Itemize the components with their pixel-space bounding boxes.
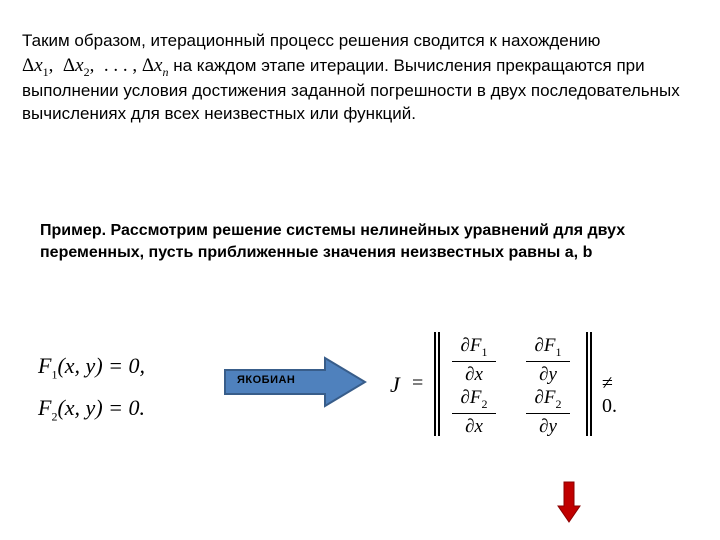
system-equations: F1(x, y) = 0, F2(x, y) = 0.: [38, 345, 145, 429]
jac-cell-11: ∂F1 ∂x: [450, 334, 498, 386]
delta-x-list: Δx1, Δx2, . . . , Δxn: [22, 55, 168, 76]
det-bar-left2: [438, 332, 440, 436]
jac-cell-12: ∂F1 ∂y: [524, 334, 572, 386]
equation-f1: F1(x, y) = 0,: [38, 345, 145, 387]
down-arrow-icon: [556, 480, 582, 524]
example-lead: Пример.: [40, 222, 106, 239]
det-bar-left: [434, 332, 436, 436]
det-bar-right2: [590, 332, 592, 436]
jacobian-J: J: [390, 372, 400, 398]
jacobian-label: ЯКОБИАН: [237, 374, 295, 386]
jacobian-equals: =: [412, 372, 423, 395]
para1-line2: на каждом этапе итерации. Вычисления: [173, 56, 491, 75]
det-bar-right: [586, 332, 588, 436]
para1-line1: Таким образом, итерационный процесс реше…: [22, 31, 600, 50]
equation-f2: F2(x, y) = 0.: [38, 387, 145, 429]
jac-cell-21: ∂F2 ∂x: [450, 386, 498, 438]
example-text: Рассмотрим решение системы нелинейных ур…: [40, 222, 625, 261]
jac-cell-22: ∂F2 ∂y: [524, 386, 572, 438]
intro-paragraph: Таким образом, итерационный процесс реше…: [22, 30, 702, 126]
example-paragraph: Пример. Рассмотрим решение системы нелин…: [40, 220, 680, 263]
jacobian-neq: ≠ 0.: [602, 372, 617, 418]
